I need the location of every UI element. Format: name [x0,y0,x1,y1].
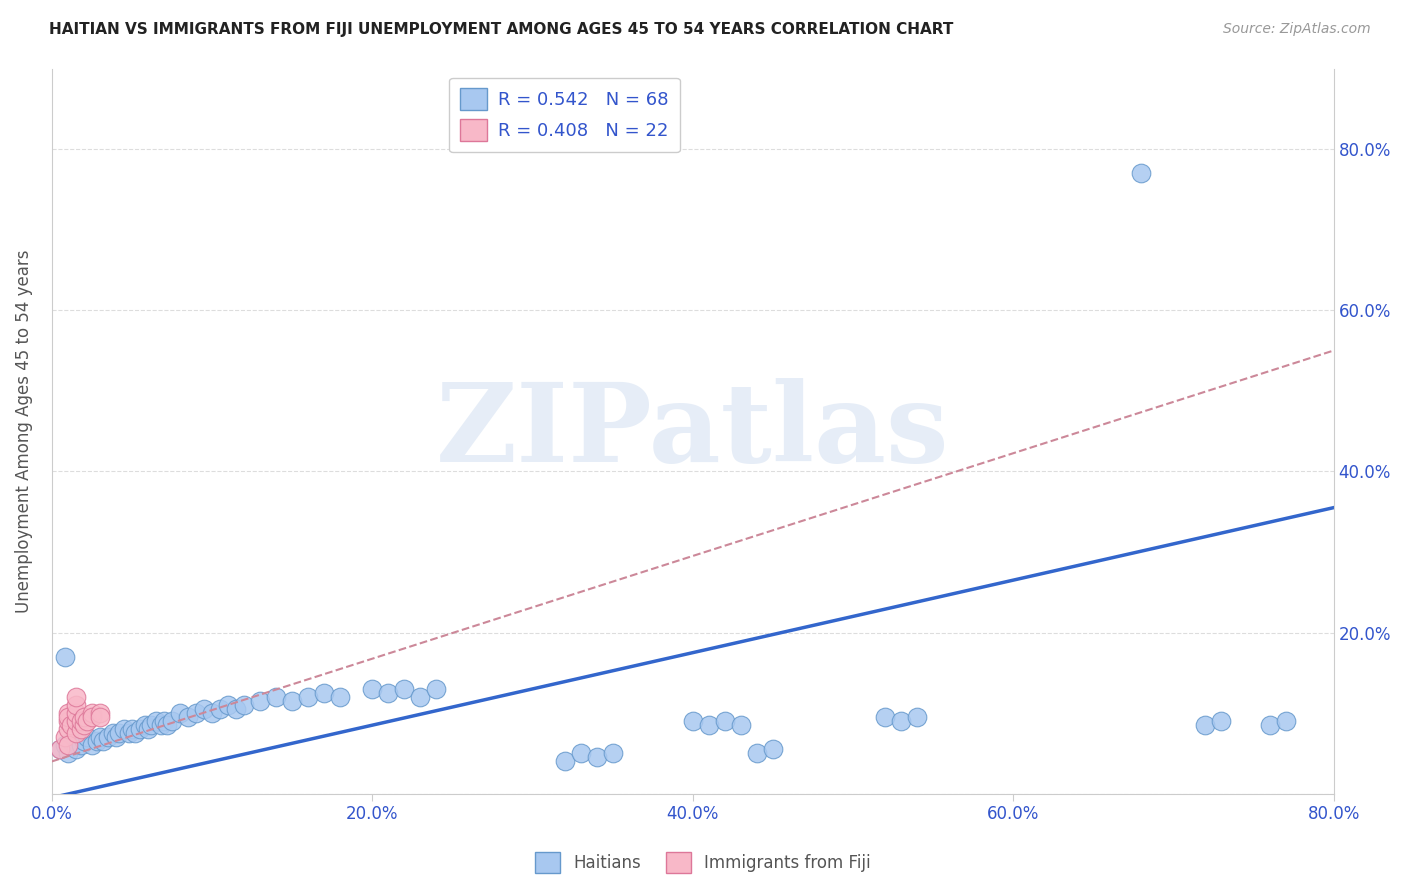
Point [169,706,191,720]
Point [377,686,399,700]
Point [104,731,127,745]
Point [56,747,79,761]
Point [890,714,912,728]
Point [49,742,72,756]
Point [53,649,76,664]
Text: Source: ZipAtlas.com: Source: ZipAtlas.com [1223,22,1371,37]
Point [217,698,239,712]
Point [53,739,76,753]
Point [145,714,167,728]
Point [873,710,896,724]
Point [56,723,79,737]
Point [569,747,592,761]
Point [108,726,131,740]
Point [225,702,247,716]
Point [201,706,224,720]
Point [65,690,87,704]
Point [69,723,91,737]
Point [697,718,720,732]
Point [149,718,172,732]
Point [65,706,87,720]
Point [69,714,91,728]
Point [69,739,91,753]
Point [65,726,87,740]
Point [80,706,103,720]
Point [49,742,72,756]
Point [91,734,114,748]
Point [121,723,143,737]
Point [53,731,76,745]
Legend: Haitians, Immigrants from Fiji: Haitians, Immigrants from Fiji [529,846,877,880]
Point [361,681,384,696]
Point [153,714,176,728]
Point [713,714,735,728]
Point [86,734,108,748]
Point [73,718,96,732]
Point [112,723,135,737]
Point [56,710,79,724]
Point [682,714,704,728]
Point [59,718,82,732]
Point [65,714,87,728]
Point [1194,718,1216,732]
Point [59,734,82,748]
Point [1274,714,1296,728]
Point [425,681,447,696]
Point [208,702,231,716]
Point [134,718,156,732]
Point [73,710,96,724]
Point [553,755,575,769]
Point [89,706,111,720]
Point [76,731,98,745]
Point [118,726,141,740]
Point [730,718,752,732]
Point [56,706,79,720]
Point [233,698,256,712]
Point [249,694,271,708]
Point [97,731,120,745]
Point [745,747,768,761]
Point [124,726,146,740]
Point [281,694,304,708]
Point [585,750,607,764]
Point [1130,166,1153,180]
Point [65,698,87,712]
Point [73,734,96,748]
Point [101,726,124,740]
Text: ZIPatlas: ZIPatlas [436,377,949,484]
Point [905,710,928,724]
Point [128,723,150,737]
Point [1211,714,1233,728]
Point [56,739,79,753]
Point [80,739,103,753]
Point [76,714,98,728]
Point [80,710,103,724]
Point [160,714,183,728]
Point [65,742,87,756]
Point [409,690,432,704]
Point [139,718,162,732]
Point [89,710,111,724]
Point [297,690,319,704]
Point [264,690,287,704]
Point [193,702,215,716]
Point [602,747,624,761]
Point [136,723,159,737]
Point [394,681,416,696]
Point [184,706,207,720]
Point [89,731,111,745]
Y-axis label: Unemployment Among Ages 45 to 54 years: Unemployment Among Ages 45 to 54 years [15,250,32,613]
Point [762,742,785,756]
Point [56,714,79,728]
Point [329,690,352,704]
Legend: R = 0.542   N = 68, R = 0.408   N = 22: R = 0.542 N = 68, R = 0.408 N = 22 [450,78,679,153]
Point [177,710,200,724]
Point [156,718,179,732]
Point [314,686,336,700]
Text: HAITIAN VS IMMIGRANTS FROM FIJI UNEMPLOYMENT AMONG AGES 45 TO 54 YEARS CORRELATI: HAITIAN VS IMMIGRANTS FROM FIJI UNEMPLOY… [49,22,953,37]
Point [1258,718,1281,732]
